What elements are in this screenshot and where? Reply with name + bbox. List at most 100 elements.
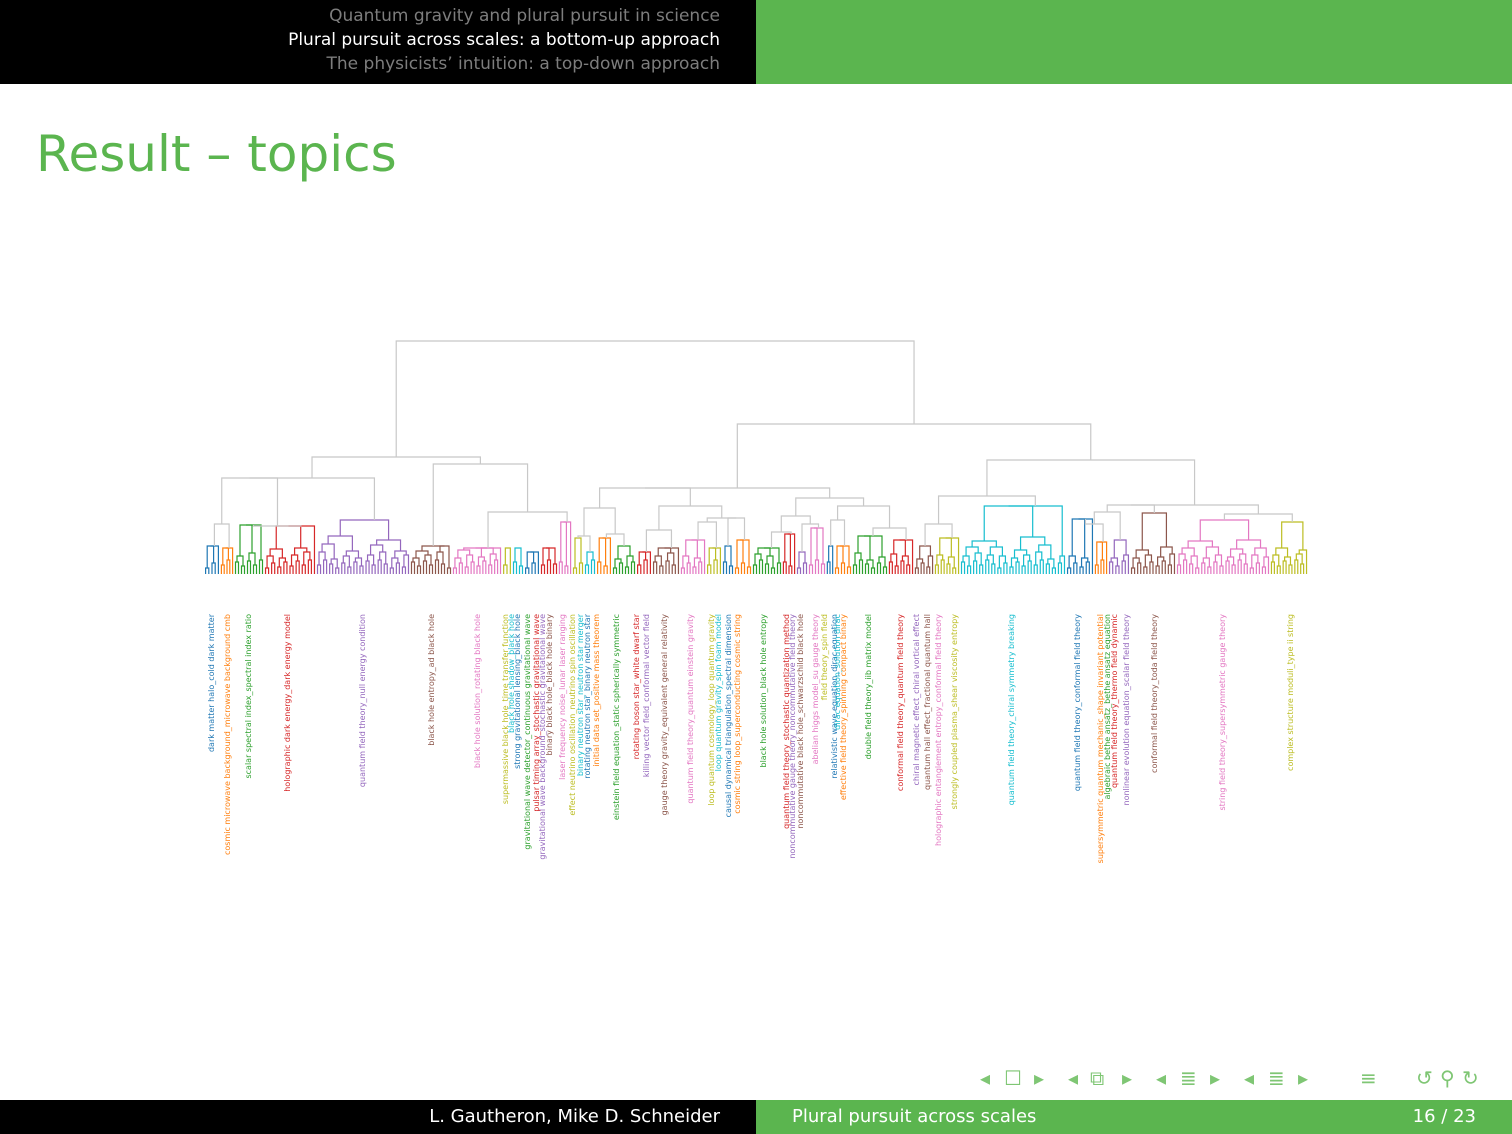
- dendrogram-leaf-label: relativistic wave equation_dirac equatio…: [830, 614, 839, 779]
- dendrogram-leaf-label: nonlinear evolution equation_scalar fiel…: [1122, 614, 1131, 806]
- dendrogram-leaf-link: [1143, 566, 1148, 574]
- dendrogram-leaf-link: [552, 563, 558, 574]
- section-link-top-down[interactable]: The physicists’ intuition: a top-down ap…: [326, 54, 720, 74]
- dendrogram-leaf-link: [834, 567, 840, 574]
- frame-left-icon[interactable]: ◂: [980, 1066, 991, 1090]
- dendrogram-leaf-link: [1130, 567, 1136, 574]
- dendrogram-leaf-link: [914, 567, 919, 574]
- dendrogram-leaf-link: [630, 561, 636, 574]
- dendrogram-leaf-link: [584, 564, 590, 574]
- dendrogram-leaf-link: [1039, 559, 1044, 574]
- dendrogram-leaf-link: [692, 566, 697, 574]
- dendrogram-cluster-link: [945, 537, 960, 563]
- dendrogram-leaf-link: [788, 565, 793, 574]
- subsection-left-icon[interactable]: ◂: [1068, 1066, 1079, 1090]
- section-right-icon[interactable]: ▸: [1210, 1066, 1221, 1090]
- dendrogram-cluster-link: [457, 549, 471, 558]
- header-navigation: Quantum gravity and plural pursuit in sc…: [0, 0, 756, 84]
- dendrogram-leaf-label: black hole solution_rotating black hole: [473, 614, 482, 768]
- dendrogram-leaf-link: [698, 561, 703, 574]
- dendrogram-upper-link: [599, 487, 691, 508]
- section-link-bottom-up[interactable]: Plural pursuit across scales: a bottom-u…: [288, 30, 720, 50]
- dendrogram-leaf-link: [1207, 566, 1212, 574]
- frame-box-icon[interactable]: ☐: [1004, 1066, 1022, 1090]
- dendrogram-leaf-link: [264, 567, 270, 574]
- dendrogram-leaf-link: [494, 559, 499, 574]
- dendrogram-leaf-label: black hole solution_black hole entropy: [759, 614, 768, 768]
- back-forward-icon[interactable]: ↻: [1462, 1066, 1479, 1090]
- section-icon[interactable]: ≣: [1180, 1066, 1197, 1090]
- dendrogram-cluster-link: [1019, 536, 1046, 550]
- dendrogram-leaf-label: conformal field theory_toda field theory: [1150, 614, 1159, 773]
- dendrogram-leaf-link: [546, 559, 552, 574]
- dendrogram-cluster-link: [971, 540, 997, 547]
- dendrogram-leaf-label: double field theory_iib matrix model: [864, 614, 873, 759]
- dendrogram-upper-link: [795, 497, 865, 516]
- dendrogram-cluster-link: [899, 539, 914, 560]
- dendrogram-leaf-link: [846, 566, 852, 574]
- dendrogram-upper-link: [872, 527, 907, 540]
- dendrogram-cluster-link: [345, 550, 360, 558]
- search-icon[interactable]: ↺: [1416, 1066, 1433, 1090]
- dendrogram-leaf-link: [452, 567, 458, 574]
- dendrogram-leaf-label: effective field theory_spinning compact …: [839, 614, 848, 800]
- dendrogram-cluster-link: [1275, 547, 1289, 557]
- dendrogram-leaf-link: [920, 562, 925, 574]
- presentation-icon[interactable]: ≣: [1268, 1066, 1285, 1090]
- dendrogram-leaf-label: loop quantum cosmology_loop quantum grav…: [707, 614, 716, 806]
- dendrogram-cluster-link: [1135, 549, 1149, 558]
- dendrogram-leaf-link: [1276, 565, 1281, 574]
- dendrogram-leaf-link: [686, 562, 691, 574]
- dendrogram-leaf-link: [618, 562, 624, 574]
- search-icon[interactable]: ⚲: [1440, 1066, 1455, 1090]
- dendrogram-leaf-link: [1182, 559, 1188, 574]
- dendrogram-leaf-label: quantum field theory_quantum einstein gr…: [686, 614, 695, 804]
- section-link-quantum-gravity[interactable]: Quantum gravity and plural pursuit in sc…: [329, 6, 720, 26]
- frame-right-icon[interactable]: ▸: [1034, 1066, 1045, 1090]
- dendrogram-cluster-link: [1239, 553, 1247, 564]
- dendrogram-leaf-label: field theory_spin field: [820, 614, 829, 700]
- presentation-left-icon[interactable]: ◂: [1244, 1066, 1255, 1090]
- dendrogram-cluster-link: [266, 555, 274, 568]
- section-left-icon[interactable]: ◂: [1156, 1066, 1167, 1090]
- dendrogram-leaf-link: [864, 563, 870, 574]
- dendrogram-cluster-link: [857, 535, 871, 560]
- dendrogram-leaf-link: [440, 563, 446, 574]
- dendrogram-leaf-link: [966, 565, 972, 574]
- subsection-icon[interactable]: ⧉: [1090, 1066, 1105, 1090]
- dendrogram-cluster-link: [1013, 549, 1028, 558]
- dendrogram-cluster-link: [664, 547, 680, 560]
- dendrogram-leaf-link: [1201, 562, 1206, 574]
- dendrogram-leaf-link: [906, 564, 911, 574]
- dendrogram-leaf-link: [301, 564, 306, 574]
- dendrogram-leaf-link: [1121, 560, 1126, 574]
- dendrogram-cluster-link: [840, 545, 850, 567]
- dendrogram-leaf-link: [776, 562, 782, 574]
- dendrogram-leaf-link: [840, 562, 846, 574]
- dendrogram-leaf-link: [870, 567, 876, 574]
- dendrogram-leaf-label: quantum field theory_thermo field dynami…: [1110, 614, 1119, 788]
- dendrogram-leaf-label: loop quantum gravity_spin foam model: [714, 614, 723, 771]
- dendrogram-leaf-link: [434, 559, 440, 574]
- dendrogram-leaf-labels: dark matter halo_cold dark matter cosmic …: [207, 613, 1295, 863]
- presentation-right-icon[interactable]: ▸: [1298, 1066, 1309, 1090]
- dendrogram-cluster-link: [828, 545, 834, 566]
- dendrogram-leaf-link: [671, 564, 676, 574]
- dendrogram-upper-link: [605, 533, 625, 546]
- dendrogram-leaf-label: algebraic bethe ansatz_bethe ansatz equa…: [1103, 614, 1112, 800]
- dendrogram-leaf-link: [446, 567, 452, 574]
- dendrogram-leaf-link: [590, 559, 596, 574]
- dendrogram-leaf-link: [808, 564, 814, 574]
- subsection-right-icon[interactable]: ▸: [1122, 1066, 1133, 1090]
- dendrogram-cluster-link: [787, 533, 796, 561]
- dendrogram-leaf-link: [503, 564, 508, 574]
- dendrogram-cluster-link: [1281, 521, 1304, 550]
- dendrogram-leaf-label: initial data set_positive mass theorem: [592, 614, 601, 767]
- dendrogram-cluster-link: [1229, 548, 1244, 557]
- dendrogram-leaf-link: [1300, 563, 1305, 574]
- dendrogram-leaf-label: effect neutrino oscillation_neutrino spi…: [568, 614, 577, 816]
- list-icon[interactable]: ≡: [1360, 1066, 1377, 1090]
- dendrogram-leaf-link: [525, 567, 530, 574]
- dendrogram-leaf-link: [1003, 562, 1008, 574]
- dendrogram-leaf-link: [347, 566, 352, 574]
